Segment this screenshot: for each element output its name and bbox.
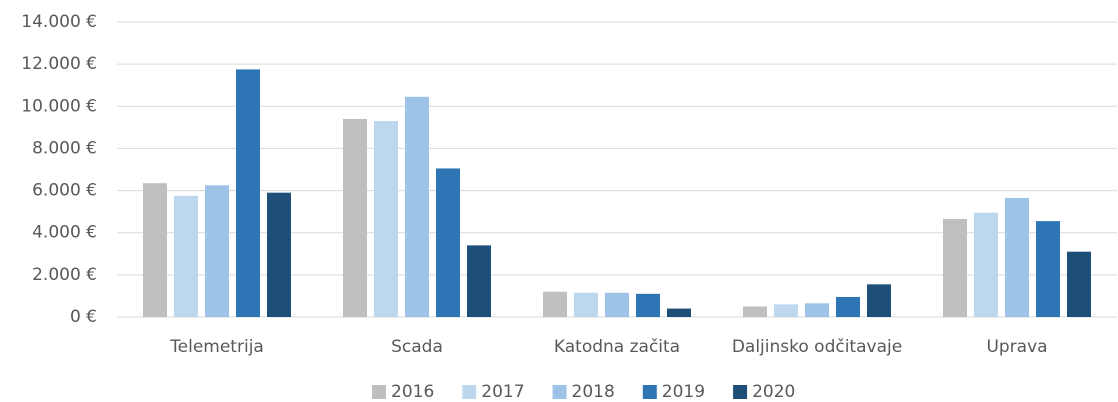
- bar: [143, 183, 167, 317]
- y-tick-label: 14.000 €: [21, 12, 97, 32]
- bar: [1005, 197, 1029, 317]
- bar: [436, 168, 460, 317]
- bar: [543, 291, 567, 317]
- bar: [836, 296, 860, 317]
- bar: [405, 96, 429, 317]
- legend-swatch: [372, 385, 386, 399]
- bar: [1036, 221, 1060, 317]
- bar: [574, 292, 598, 317]
- legend-label: 2016: [391, 382, 434, 402]
- legend-label: 2020: [752, 382, 795, 402]
- bar: [343, 118, 367, 317]
- y-tick-label: 4.000 €: [32, 223, 97, 243]
- bar: [174, 195, 198, 317]
- y-tick-label: 12.000 €: [21, 54, 97, 74]
- x-tick-label: Katodna začita: [554, 337, 680, 357]
- y-tick-label: 8.000 €: [32, 138, 97, 158]
- y-tick-label: 6.000 €: [32, 181, 97, 201]
- bar: [374, 121, 398, 318]
- bar: [236, 69, 260, 318]
- bar: [867, 284, 891, 317]
- legend-swatch: [642, 385, 657, 399]
- y-tick-label: 0 €: [70, 307, 97, 327]
- bar: [205, 185, 229, 317]
- legend-label: 2017: [481, 382, 524, 402]
- bar: [805, 303, 829, 317]
- legend-swatch: [733, 385, 748, 399]
- x-tick-label: Daljinsko odčitavaje: [732, 337, 902, 357]
- x-tick-label: Telemetrija: [169, 337, 264, 357]
- bar: [605, 292, 629, 317]
- legend-label: 2018: [572, 382, 615, 402]
- bar: [774, 304, 798, 317]
- x-tick-label: Scada: [391, 337, 443, 357]
- bar: [743, 306, 767, 317]
- bar: [636, 293, 660, 317]
- legend-label: 2019: [662, 382, 705, 402]
- legend-swatch: [552, 385, 567, 399]
- legend-swatch: [462, 385, 477, 399]
- bar: [267, 192, 291, 317]
- bar: [667, 308, 691, 317]
- x-tick-label: Uprava: [986, 337, 1047, 357]
- y-tick-label: 10.000 €: [21, 96, 97, 116]
- bar: [467, 245, 491, 317]
- bar: [974, 212, 998, 317]
- bar: [1067, 251, 1091, 317]
- y-tick-label: 2.000 €: [32, 265, 97, 285]
- bar: [943, 219, 967, 317]
